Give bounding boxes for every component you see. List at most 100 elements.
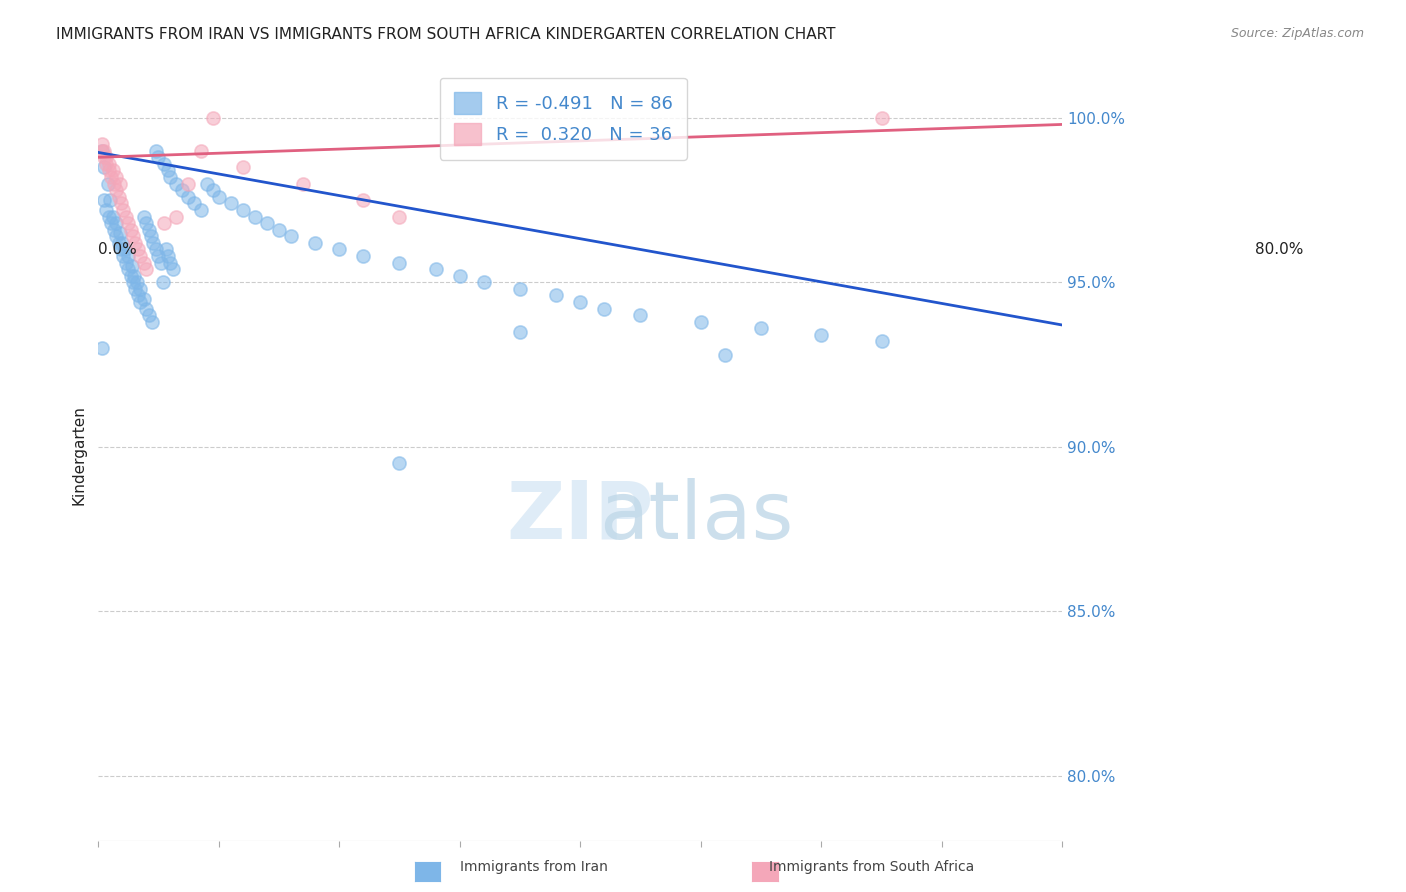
Point <box>114 243 136 257</box>
Point <box>388 210 411 224</box>
Point <box>96 202 118 217</box>
Point <box>97 210 120 224</box>
Point <box>105 169 128 184</box>
Point <box>291 177 314 191</box>
Point <box>509 282 531 296</box>
Point <box>870 334 893 349</box>
Point <box>689 315 711 329</box>
Point <box>201 183 224 197</box>
Point <box>97 163 120 178</box>
Point <box>107 190 129 204</box>
Point <box>870 111 893 125</box>
Point <box>148 249 170 263</box>
Point <box>125 275 148 289</box>
Point <box>256 216 278 230</box>
Point <box>593 301 616 316</box>
Point <box>121 259 143 273</box>
Point <box>630 308 652 322</box>
Point <box>190 202 212 217</box>
Point <box>243 210 266 224</box>
Point <box>129 249 152 263</box>
Point <box>156 163 179 178</box>
Point <box>165 210 187 224</box>
Point <box>155 243 177 257</box>
Text: Source: ZipAtlas.com: Source: ZipAtlas.com <box>1230 27 1364 40</box>
Point <box>165 177 187 191</box>
Point <box>388 255 411 269</box>
Point <box>97 177 120 191</box>
Point <box>183 196 205 211</box>
Point <box>105 216 128 230</box>
Point <box>117 262 139 277</box>
Legend: R = -0.491   N = 86, R =  0.320   N = 36: R = -0.491 N = 86, R = 0.320 N = 36 <box>440 78 688 160</box>
Point <box>101 210 124 224</box>
Point <box>120 268 142 283</box>
Point <box>127 243 149 257</box>
Point <box>304 235 326 250</box>
Text: ZIP: ZIP <box>506 478 654 556</box>
Text: 80.0%: 80.0% <box>1256 243 1303 258</box>
Point <box>132 210 155 224</box>
Point <box>172 183 194 197</box>
Point <box>117 216 139 230</box>
Point <box>103 177 125 191</box>
Point <box>714 348 737 362</box>
Point <box>96 157 118 171</box>
Point <box>195 177 218 191</box>
Point <box>201 111 224 125</box>
Point <box>280 229 302 244</box>
Point <box>127 288 149 302</box>
Point <box>232 202 254 217</box>
Point <box>103 222 125 236</box>
Point <box>152 275 174 289</box>
Point <box>112 249 135 263</box>
Point <box>138 222 160 236</box>
Point <box>142 235 165 250</box>
Point <box>114 255 136 269</box>
Text: 0.0%: 0.0% <box>98 243 136 258</box>
Point <box>352 193 374 207</box>
Point <box>267 222 290 236</box>
Point <box>207 190 229 204</box>
Point <box>90 137 112 152</box>
Point <box>110 243 132 257</box>
Point <box>159 169 181 184</box>
Y-axis label: Kindergarten: Kindergarten <box>72 405 86 505</box>
Point <box>141 315 163 329</box>
Point <box>124 235 146 250</box>
Point <box>135 216 157 230</box>
Point <box>569 295 592 310</box>
Point <box>153 157 176 171</box>
Point <box>93 150 115 164</box>
Point <box>93 160 115 174</box>
Point <box>352 249 374 263</box>
Point <box>110 196 132 211</box>
Point <box>509 325 531 339</box>
Point <box>129 295 152 310</box>
Point <box>97 157 120 171</box>
Point <box>546 288 568 302</box>
Point <box>108 177 131 191</box>
Point <box>145 243 167 257</box>
Point <box>148 150 170 164</box>
Point <box>108 226 131 240</box>
Point <box>117 249 139 263</box>
Point <box>129 282 152 296</box>
Point <box>810 327 832 342</box>
Point <box>388 456 411 470</box>
Point <box>112 202 135 217</box>
Point <box>90 341 112 355</box>
Point <box>219 196 242 211</box>
Point <box>98 193 121 207</box>
Point <box>328 243 350 257</box>
Point <box>132 255 155 269</box>
Point <box>190 144 212 158</box>
Point <box>124 282 146 296</box>
Point <box>105 229 128 244</box>
Point <box>139 229 162 244</box>
Point <box>472 275 495 289</box>
Point <box>749 321 772 335</box>
Point <box>162 262 184 277</box>
Text: Immigrants from South Africa: Immigrants from South Africa <box>769 860 974 874</box>
Point <box>90 144 112 158</box>
